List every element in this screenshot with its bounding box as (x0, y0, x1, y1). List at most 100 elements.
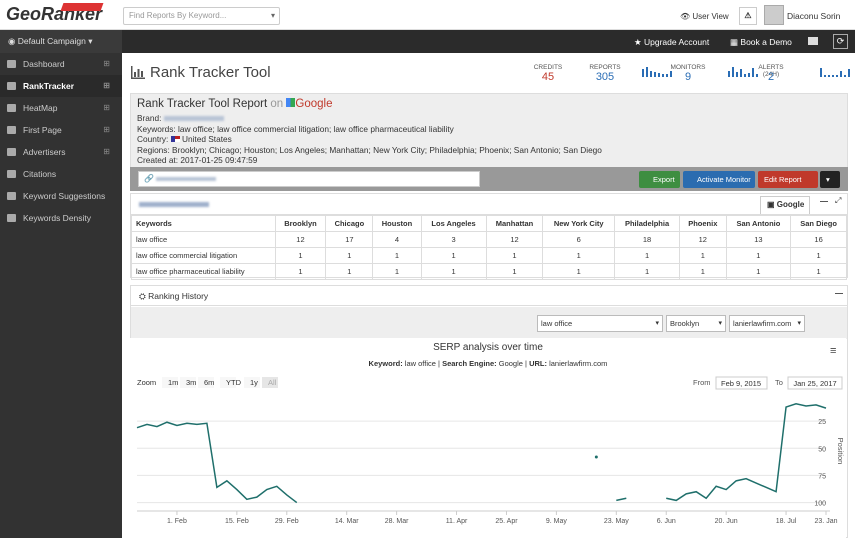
sidebar-item[interactable]: Keyword Suggestions (0, 185, 122, 207)
keyword-cell: law office pharmaceutical liability (131, 263, 276, 280)
mini-bars (820, 68, 850, 77)
search-box[interactable]: Find Reports By Keyword... ▾ (123, 7, 280, 25)
demo-link[interactable]: ▦ Book a Demo (730, 37, 792, 47)
stat-value: 9 (684, 71, 692, 83)
expand-icon: ⊞ (103, 81, 110, 90)
zoom-button[interactable]: 1y (250, 378, 258, 387)
refresh-button[interactable]: ⟳ (833, 34, 848, 49)
sidebar-icon (7, 126, 16, 134)
logo-mark (60, 3, 104, 11)
rank-cell: 1 (679, 263, 727, 280)
upgrade-link[interactable]: ★ Upgrade Account (634, 37, 710, 47)
mini-bars (642, 67, 672, 77)
zoom-button-bg[interactable] (220, 377, 236, 388)
demo-text: Book a Demo (740, 37, 792, 47)
rank-cell: 1 (725, 247, 792, 264)
minimize-icon[interactable]: — (820, 197, 828, 206)
history-header: ⛭ Ranking History — (131, 286, 847, 306)
history-title: ⛭ Ranking History (139, 291, 209, 301)
subtitle-key: Keyword: (369, 359, 403, 368)
zoom-button[interactable]: 3m (186, 378, 196, 387)
from-date: Feb 9, 2015 (721, 379, 761, 388)
zoom-button[interactable]: 6m (204, 378, 214, 387)
column-header: San Diego (790, 215, 847, 232)
rank-cell: 1 (325, 247, 374, 264)
zoom-button-bg[interactable] (180, 377, 196, 388)
sidebar-item[interactable]: RankTracker ⊞ (0, 75, 122, 97)
search-placeholder: Find Reports By Keyword... (129, 11, 227, 20)
sidebar-item[interactable]: HeatMap ⊞ (0, 97, 122, 119)
expand-icon: ⊞ (103, 59, 110, 68)
zoom-button[interactable]: All (268, 378, 277, 387)
line-segment (136, 421, 298, 504)
sidebar-item[interactable]: Advertisers ⊞ (0, 141, 122, 163)
created-line: Created at: 2017-01-25 09:47:59 (137, 155, 258, 165)
y-tick-label: 50 (818, 446, 826, 453)
alert-button[interactable]: ⚠ (739, 7, 757, 25)
export-button[interactable]: Export (639, 171, 680, 188)
stat-value: 45 (541, 71, 555, 83)
country-line: Country: United States (137, 134, 602, 145)
url-input[interactable]: 🔗 (138, 171, 480, 187)
minimize-icon[interactable]: — (835, 289, 843, 298)
history-title-text: Ranking History (148, 291, 209, 301)
rank-cell: 1 (542, 247, 616, 264)
report-on: on (270, 98, 284, 110)
rank-cell: 6 (542, 231, 616, 248)
sidebar-item[interactable]: Citations (0, 163, 122, 185)
serp-chart: SERP analysis over time Keyword: law offi… (130, 338, 846, 538)
stat-label: CREDITS (533, 64, 563, 71)
monitor-button[interactable]: Activate Monitor (683, 171, 755, 188)
flag-icon (170, 136, 180, 142)
menu-icon[interactable]: ≡ (830, 345, 836, 357)
rank-cell: 3 (420, 231, 487, 248)
filter-select[interactable]: Brooklyn (666, 315, 726, 332)
collapse-button[interactable]: ▾ (820, 171, 840, 188)
sidebar-label: Keyword Suggestions (23, 191, 106, 201)
sidebar-label: First Page (23, 125, 62, 135)
sidebar-item[interactable]: Dashboard ⊞ (0, 53, 122, 75)
keyword-cell: law office commercial litigation (131, 247, 276, 264)
engine-tab-text: Google (776, 200, 805, 209)
column-header: Manhattan (485, 215, 544, 232)
column-header: Philadelphia (614, 215, 680, 232)
country: United States (181, 134, 232, 144)
zoom-button-bg[interactable] (262, 377, 278, 388)
subtitle-separator: | (523, 359, 529, 368)
engine-tab[interactable]: ▣ Google (760, 196, 810, 214)
zoom-button[interactable]: 1m (168, 378, 178, 387)
zoom-button-bg[interactable] (244, 377, 260, 388)
rank-cell: 1 (485, 247, 544, 264)
rank-cell: 1 (614, 247, 680, 264)
expand-icon[interactable]: ⤢ (835, 196, 842, 205)
sidebar-icon (7, 104, 16, 112)
user-name[interactable]: Diaconu Sorin (787, 11, 841, 21)
filter-select[interactable]: law office (537, 315, 663, 332)
rank-cell: 1 (679, 247, 727, 264)
edit-button[interactable]: Edit Report (758, 171, 818, 188)
zoom-button-bg[interactable] (198, 377, 214, 388)
user-view[interactable]: 👁 User View (680, 12, 729, 21)
rank-cell: 1 (274, 247, 327, 264)
column-header: New York City (542, 215, 616, 232)
x-tick-label: 1. Feb (167, 518, 187, 525)
rank-cell: 17 (325, 231, 374, 248)
stat-value: 305 (595, 71, 615, 83)
to-input[interactable] (787, 376, 843, 390)
campaign-select[interactable]: ◉ Default Campaign ▾ (8, 36, 93, 46)
from-input[interactable] (715, 376, 768, 390)
rank-cell: 1 (372, 263, 422, 280)
stat-label: MONITORS (670, 64, 706, 71)
subtitle-key: URL: (529, 359, 547, 368)
sidebar-icon (7, 60, 16, 68)
avatar[interactable] (764, 5, 784, 25)
mail-icon[interactable] (808, 37, 818, 45)
filter-select[interactable]: lanierlawfirm.com (729, 315, 805, 332)
sidebar-item[interactable]: Keywords Density (0, 207, 122, 229)
history-filters: law officeBrooklynlanierlawfirm.com (131, 307, 847, 339)
top-bar: GeoRanker Find Reports By Keyword... ▾ 👁 … (0, 0, 855, 30)
zoom-button-bg[interactable] (162, 377, 178, 388)
sidebar-item[interactable]: First Page ⊞ (0, 119, 122, 141)
expand-icon: ⊞ (103, 125, 110, 134)
zoom-button[interactable]: YTD (226, 378, 242, 387)
